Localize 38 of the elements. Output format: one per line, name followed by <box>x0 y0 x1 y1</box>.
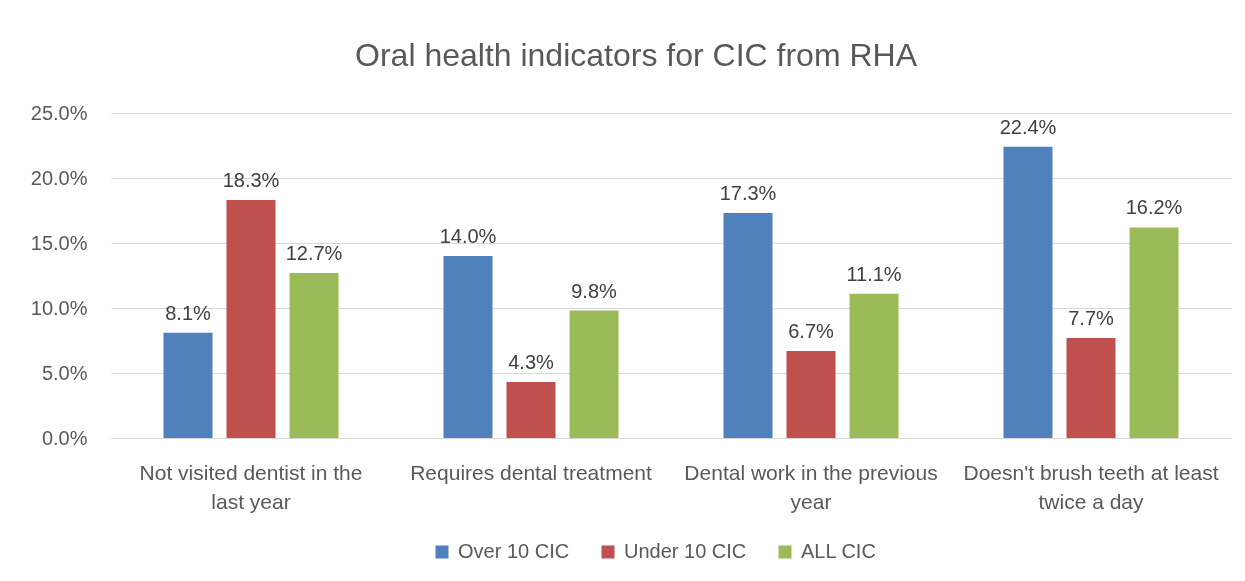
y-tick-label: 15.0% <box>30 231 88 254</box>
bar <box>1129 227 1179 438</box>
data-label: 9.8% <box>571 279 618 302</box>
y-tick-label: 0.0% <box>41 426 88 449</box>
y-tick-label: 10.0% <box>30 296 88 319</box>
data-label: 14.0% <box>439 225 497 247</box>
legend-label: Under 10 CIC <box>624 540 747 562</box>
data-label: 17.3% <box>719 182 777 205</box>
data-label: 8.1% <box>165 301 211 324</box>
x-tick-label: Dental work in the previous year <box>684 460 938 513</box>
data-label: 11.1% <box>846 262 902 285</box>
legend-label: ALL CIC <box>801 540 876 562</box>
y-tick-label: 25.0% <box>30 101 88 124</box>
data-label: 12.7% <box>285 241 343 264</box>
bar <box>1003 146 1053 438</box>
y-tick-label: 5.0% <box>41 361 88 384</box>
data-label: 4.3% <box>508 351 555 374</box>
data-label: 6.7% <box>788 319 835 342</box>
x-tick-label: Not visited dentist in the last year <box>139 460 363 513</box>
bar <box>289 272 339 438</box>
bar <box>226 200 276 438</box>
bar <box>569 310 619 438</box>
x-tick-label: Requires dental treatment <box>410 460 652 484</box>
bar <box>849 293 899 438</box>
bar <box>1066 337 1116 438</box>
x-tick-label: Doesn't brush teeth at least twice a day <box>963 460 1219 513</box>
data-label: 16.2% <box>1125 196 1183 219</box>
data-label: 22.4% <box>999 115 1057 138</box>
bar <box>443 256 493 438</box>
data-label: 7.7% <box>1068 306 1115 329</box>
legend-label: Over 10 CIC <box>458 540 570 562</box>
data-label: 18.3% <box>222 169 280 192</box>
chart-title: Oral health indicators for CIC from RHA <box>355 37 918 73</box>
y-tick-label: 20.0% <box>30 166 88 189</box>
bar <box>723 213 773 438</box>
bar <box>786 350 836 438</box>
bar <box>506 382 556 438</box>
bar <box>163 332 213 438</box>
